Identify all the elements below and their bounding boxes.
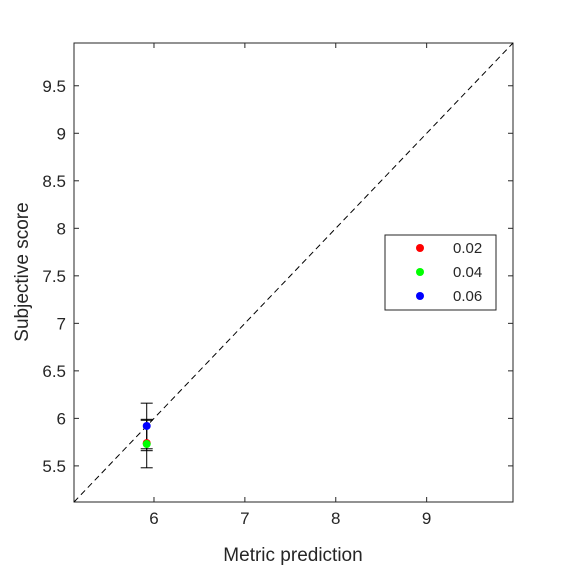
- data-layer: [140, 402, 153, 469]
- x-tick-label: 8: [331, 509, 340, 528]
- ticks-layer: 6 7 8 9 5.5 6 6.5 7 7.5 8 8.5 9 9.5: [42, 43, 513, 528]
- x-tick-label: 6: [149, 509, 158, 528]
- y-tick-label: 5.5: [42, 457, 66, 476]
- legend-marker-0.06: [416, 292, 424, 300]
- y-tick-label: 7: [57, 314, 66, 333]
- y-axis-title: Subjective score: [12, 202, 33, 341]
- legend-marker-0.02: [416, 244, 424, 252]
- legend-box: [384, 234, 497, 311]
- legend-label: 0.06: [453, 288, 482, 305]
- y-tick-label: 6: [57, 409, 66, 428]
- y-tick-label: 9: [57, 124, 66, 143]
- x-axis-title: Metric prediction: [223, 545, 362, 566]
- data-point-0.06: [142, 421, 151, 430]
- legend-label: 0.02: [453, 240, 482, 257]
- legend-label: 0.04: [453, 264, 482, 281]
- y-tick-label: 9.5: [42, 77, 66, 96]
- y-tick-label: 8.5: [42, 172, 66, 191]
- data-point-0.04: [142, 440, 151, 449]
- y-tick-label: 8: [57, 219, 66, 238]
- legend-marker-0.04: [416, 268, 424, 276]
- y-tick-label: 6.5: [42, 362, 66, 381]
- x-tick-label: 7: [240, 509, 249, 528]
- y-tick-label: 7.5: [42, 267, 66, 286]
- x-tick-label: 9: [422, 509, 431, 528]
- legend: 0.02 0.04 0.06: [384, 234, 497, 311]
